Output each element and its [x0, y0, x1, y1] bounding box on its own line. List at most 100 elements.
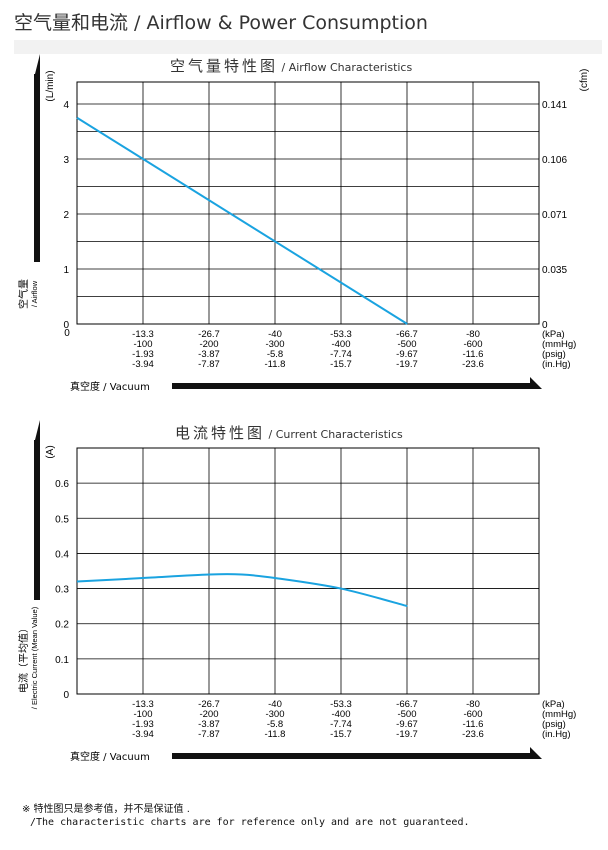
x-tick-label: -1.93: [132, 349, 154, 360]
x-axis-arrow: [172, 747, 542, 759]
footnote: ※ 特性图只是参考值，并不是保证值 . /The characteristic …: [22, 803, 470, 829]
x-tick-label: -66.7: [396, 329, 418, 340]
plot-frame: [76, 447, 540, 695]
airflow-chart: 空气量特性图 / Airflow Characteristics01234000…: [17, 54, 590, 393]
x-tick-label: -3.94: [132, 359, 154, 370]
y2-tick-label: 0.035: [542, 265, 567, 276]
x-tick-label: -5.8: [267, 719, 283, 730]
x-unit-label: (mmHg): [542, 339, 576, 350]
y-axis-label-en: / Airflow: [30, 280, 39, 307]
page-title: 空气量和电流 / Airflow & Power Consumption: [14, 12, 428, 34]
x-tick-label: -23.6: [462, 729, 484, 740]
x-tick-label: -40: [268, 329, 282, 340]
y-tick-label: 4: [63, 100, 69, 111]
x-tick-label: -400: [331, 709, 350, 720]
x-tick-label: -7.74: [330, 719, 352, 730]
y-tick-label: 0: [63, 320, 69, 331]
title-divider: [14, 40, 602, 54]
x-tick-label: -23.6: [462, 359, 484, 370]
chart-title: 电流特性图 / Current Characteristics: [175, 424, 403, 442]
x-tick-label: -26.7: [198, 329, 220, 340]
y-tick-label: 0.2: [55, 620, 69, 631]
x-tick-label: -1.93: [132, 719, 154, 730]
x-tick-label: -66.7: [396, 699, 418, 710]
x-tick-label: -600: [463, 339, 482, 350]
y-axis-label-zh: 空气量: [17, 279, 30, 309]
x-tick-label: -15.7: [330, 359, 352, 370]
x-tick-label: -80: [466, 699, 480, 710]
x-unit-label: (kPa): [542, 699, 565, 710]
y2-tick-label: 0.071: [542, 210, 567, 221]
y-tick-label: 1: [63, 265, 69, 276]
y-axis-unit: (A): [45, 445, 56, 458]
x-tick-label: -13.3: [132, 699, 154, 710]
x-tick-label: -400: [331, 339, 350, 350]
chart-title: 空气量特性图 / Airflow Characteristics: [170, 57, 412, 75]
y-tick-label: 0.5: [55, 514, 69, 525]
x-tick-label: -500: [397, 339, 416, 350]
y-tick-label: 0.6: [55, 479, 69, 490]
series-line: [76, 573, 408, 608]
y-axis-label-en: / Electric Current (Mean Value): [30, 606, 39, 709]
y-axis-arrow-head: [34, 54, 40, 78]
x-tick-label: -9.67: [396, 349, 418, 360]
x-unit-label: (mmHg): [542, 709, 576, 720]
x-tick-label: -100: [133, 709, 152, 720]
x-origin-label: 0: [63, 690, 69, 701]
x-tick-label: -3.87: [198, 719, 220, 730]
x-tick-label: -11.8: [265, 729, 286, 740]
x-tick-label: -5.8: [267, 349, 283, 360]
x-tick-label: -300: [265, 709, 284, 720]
x-tick-label: -100: [133, 339, 152, 350]
x-axis-arrow: [172, 377, 542, 389]
y-axis-unit: (L/min): [45, 70, 56, 101]
x-tick-label: -40: [268, 699, 282, 710]
x-unit-label: (kPa): [542, 329, 565, 340]
x-tick-label: -600: [463, 709, 482, 720]
x-tick-label: -53.3: [330, 329, 352, 340]
y-tick-label: 3: [63, 155, 69, 166]
x-tick-label: -9.67: [396, 719, 418, 730]
x-tick-label: -53.3: [330, 699, 352, 710]
x-tick-label: -19.7: [396, 359, 418, 370]
current-chart: 电流特性图 / Current Characteristics 0.1 0.2 0.3…: [17, 420, 576, 763]
y-tick-label: 0.4: [55, 549, 69, 560]
x-tick-label: -7.87: [198, 359, 220, 370]
y-tick-label: 2: [63, 210, 69, 221]
x-tick-label: -500: [397, 709, 416, 720]
y2-tick-label: 0: [542, 320, 548, 331]
x-tick-label: -200: [199, 709, 218, 720]
y2-tick-label: 0.106: [542, 155, 567, 166]
x-tick-label: -11.6: [463, 349, 484, 360]
x-unit-label: (in.Hg): [542, 729, 571, 740]
x-tick-label: -7.87: [198, 729, 220, 740]
y-axis-arrow-shaft: [34, 440, 40, 600]
x-tick-label: -3.94: [132, 729, 154, 740]
x-tick-label: -26.7: [198, 699, 220, 710]
y-axis-arrow-shaft: [34, 74, 40, 262]
x-unit-label: (psig): [542, 719, 566, 730]
plot-frame: [76, 81, 540, 325]
y-axis-label-zh: 电流（平均值）: [17, 623, 30, 693]
x-unit-label: (psig): [542, 349, 566, 360]
y-tick-label: 0.1: [55, 655, 69, 666]
x-tick-label: -200: [199, 339, 218, 350]
footnote-zh: ※ 特性图只是参考值，并不是保证值 .: [22, 804, 190, 815]
x-tick-label: -80: [466, 329, 480, 340]
x-tick-label: -19.7: [396, 729, 418, 740]
y2-tick-label: 0.141: [542, 100, 567, 111]
y2-axis-unit: (cfm): [579, 69, 590, 92]
x-tick-label: -15.7: [330, 729, 352, 740]
x-axis-label: 真空度 / Vacuum: [70, 380, 150, 393]
x-tick-label: -7.74: [330, 349, 352, 360]
x-tick-label: -11.8: [265, 359, 286, 370]
y-tick-label: 0.3: [55, 585, 69, 596]
x-tick-label: -3.87: [198, 349, 220, 360]
x-unit-label: (in.Hg): [542, 359, 571, 370]
series-line: [76, 116, 408, 325]
x-axis-label: 真空度 / Vacuum: [70, 750, 150, 763]
x-tick-label: -11.6: [463, 719, 484, 730]
x-tick-label: -13.3: [132, 329, 154, 340]
x-origin-label: 0: [64, 328, 70, 339]
y-axis-arrow-head: [34, 420, 40, 444]
